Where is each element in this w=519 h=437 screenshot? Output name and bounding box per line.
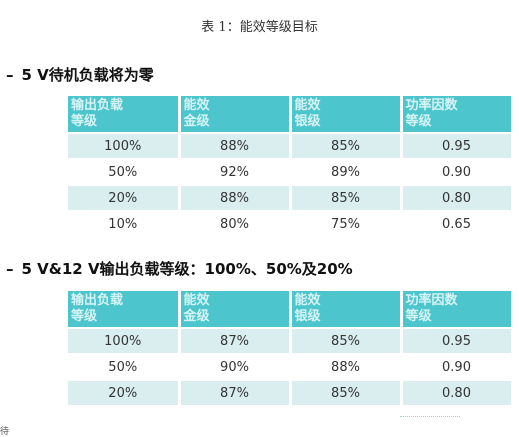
cell-pf: 0.95 bbox=[401, 132, 514, 159]
table-caption: 表 1：能效等级目标 bbox=[201, 20, 318, 35]
cell-silver: 85% bbox=[290, 379, 403, 405]
header-silver: 能效 银级 bbox=[290, 291, 403, 328]
section-title-text: 5 V&12 V输出负载等级：100%、50%及20% bbox=[21, 260, 353, 278]
table-row: 100% 87% 85% 0.95 bbox=[68, 327, 514, 354]
table-row: 50% 90% 88% 0.90 bbox=[68, 353, 514, 380]
cell-pf: 0.90 bbox=[401, 353, 514, 380]
header-load-level: 输出负载 等级 bbox=[68, 291, 181, 328]
cell-load: 100% bbox=[68, 327, 181, 354]
bullet-dash: – bbox=[6, 66, 14, 84]
section-title-standby: –5 V待机负载将为零 bbox=[6, 64, 154, 85]
section-title-text: 5 V待机负载将为零 bbox=[21, 66, 154, 84]
table-header-row: 输出负载 等级 能效 金级 能效 银级 功率因数 等级 bbox=[68, 291, 514, 328]
cell-gold: 92% bbox=[179, 158, 292, 185]
cell-load: 20% bbox=[68, 379, 181, 405]
table-row: 50% 92% 89% 0.90 bbox=[68, 158, 514, 185]
header-load-level: 输出负载 等级 bbox=[68, 96, 181, 133]
header-power-factor: 功率因数 等级 bbox=[401, 96, 514, 133]
watermark-fragment bbox=[400, 416, 460, 421]
header-silver: 能效 银级 bbox=[290, 96, 403, 133]
cell-pf: 0.80 bbox=[401, 184, 514, 211]
table-row: 20% 88% 85% 0.80 bbox=[68, 184, 514, 211]
bullet-dash: – bbox=[6, 260, 14, 278]
cell-gold: 87% bbox=[179, 379, 292, 405]
cell-silver: 85% bbox=[290, 184, 403, 211]
cell-load: 20% bbox=[68, 184, 181, 211]
header-power-factor: 功率因数 等级 bbox=[401, 291, 514, 328]
efficiency-table-5v-12v: 输出负载 等级 能效 金级 能效 银级 功率因数 等级 100% 87% 85%… bbox=[68, 291, 514, 405]
table-row: 20% 87% 85% 0.80 bbox=[68, 379, 514, 405]
footnote-fragment: 待 bbox=[0, 427, 10, 437]
cell-load: 50% bbox=[68, 353, 181, 380]
cell-pf: 0.80 bbox=[401, 379, 514, 405]
cell-gold: 90% bbox=[179, 353, 292, 380]
section-title-5v-12v: –5 V&12 V输出负载等级：100%、50%及20% bbox=[6, 258, 353, 279]
table-row: 10% 80% 75% 0.65 bbox=[68, 210, 514, 236]
cell-pf: 0.65 bbox=[401, 210, 514, 236]
cell-pf: 0.95 bbox=[401, 327, 514, 354]
cell-load: 100% bbox=[68, 132, 181, 159]
cell-pf: 0.90 bbox=[401, 158, 514, 185]
cell-silver: 85% bbox=[290, 132, 403, 159]
header-gold: 能效 金级 bbox=[179, 96, 292, 133]
cell-silver: 85% bbox=[290, 327, 403, 354]
cell-silver: 88% bbox=[290, 353, 403, 380]
table-row: 100% 88% 85% 0.95 bbox=[68, 132, 514, 159]
table-header-row: 输出负载 等级 能效 金级 能效 银级 功率因数 等级 bbox=[68, 96, 514, 133]
cell-gold: 87% bbox=[179, 327, 292, 354]
cell-silver: 89% bbox=[290, 158, 403, 185]
cell-silver: 75% bbox=[290, 210, 403, 236]
efficiency-table-standby: 输出负载 等级 能效 金级 能效 银级 功率因数 等级 100% 88% 85%… bbox=[68, 96, 514, 236]
header-gold: 能效 金级 bbox=[179, 291, 292, 328]
cell-gold: 80% bbox=[179, 210, 292, 236]
cell-load: 10% bbox=[68, 210, 181, 236]
cell-gold: 88% bbox=[179, 184, 292, 211]
cell-gold: 88% bbox=[179, 132, 292, 159]
cell-load: 50% bbox=[68, 158, 181, 185]
